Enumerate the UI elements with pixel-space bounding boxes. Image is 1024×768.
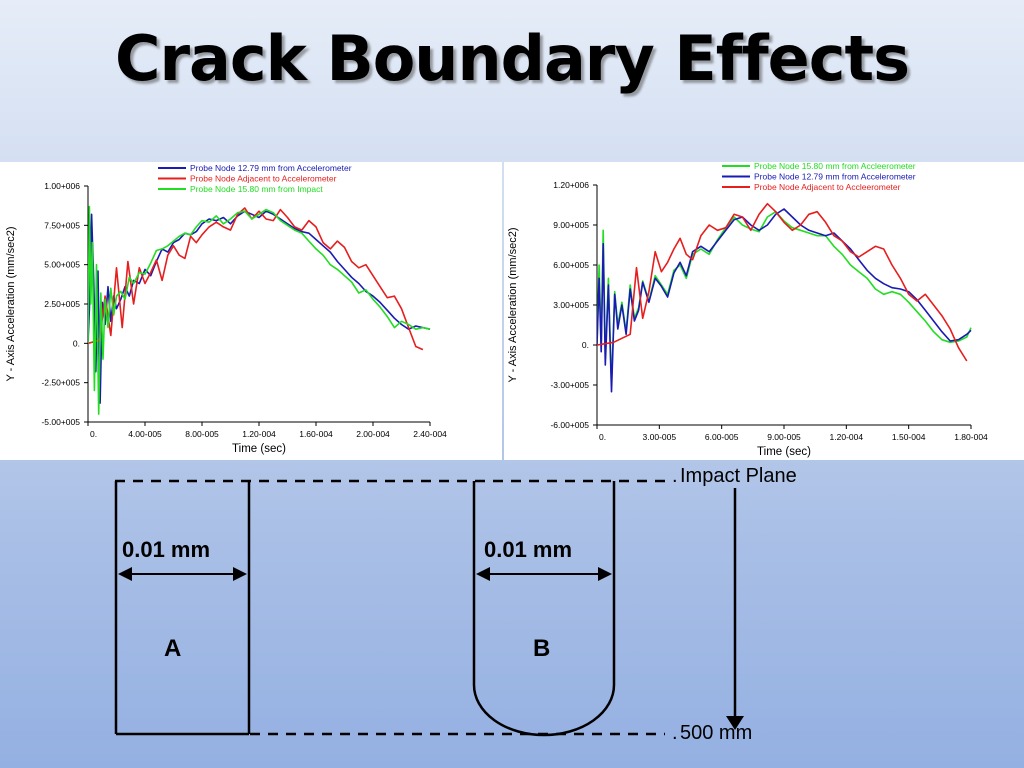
chart-0-series-group xyxy=(88,205,431,415)
chart-0-x-tick-label: 1.20-004 xyxy=(242,429,276,439)
chart-1-y-tick-label: -3.00+005 xyxy=(550,380,589,390)
shape-b-label: B xyxy=(533,635,550,662)
chart-1-legend-label-green: Probe Node 15.80 mm from Accleerometer xyxy=(754,162,916,171)
chart-0-y-axis-label: Y - Axis Acceleration (mm/sec2) xyxy=(5,226,17,381)
chart-0-x-tick-label: 4.00-005 xyxy=(128,429,162,439)
width-arrow-a-left-head xyxy=(118,567,132,581)
chart-panel-left: 1.00+006 7.50+005 5.00+005 2.50+005 0. -2.50+… xyxy=(0,162,502,460)
chart-0-series-line-red xyxy=(88,207,424,351)
chart-panel-right: 1.20+006 9.00+005 6.00+005 3.00+005 0. -3.00+… xyxy=(504,161,1024,460)
chart-1-y-tick-label: 9.00+005 xyxy=(553,220,589,230)
chart-1-x-tick-label: 6.00-005 xyxy=(705,432,739,442)
chart-1-series-line-red xyxy=(597,202,968,362)
chart-1-x-tick-label: 1.20-004 xyxy=(830,432,864,442)
depth-label-dot: . xyxy=(672,722,678,744)
chart-0-legend-label-red: Probe Node Adjacent to Accelerometer xyxy=(190,174,337,184)
chart-1-series-line-blue xyxy=(597,208,972,393)
chart-0-x-tick-label: 1.60-004 xyxy=(299,429,333,439)
crack-diagram: 0.01 mm 0.01 mm A B . Impact Plane . 500… xyxy=(114,465,797,744)
width-label-a: 0.01 mm xyxy=(122,537,210,562)
width-arrow-b-right-head xyxy=(598,567,612,581)
chart-0-y-tick-label: -2.50+005 xyxy=(41,378,80,388)
shape-a-label: A xyxy=(164,635,181,662)
chart-0-y-tick-label: 5.00+005 xyxy=(44,260,80,270)
chart-1-y-axis-label: Y - Axis Acceleration (mm/sec2) xyxy=(507,227,519,382)
chart-1-y-tick-label: -6.00+005 xyxy=(550,420,589,430)
chart-0-x-tick-label: 2.40-004 xyxy=(413,429,447,439)
chart-left: 1.00+006 7.50+005 5.00+005 2.50+005 0. -2.50+… xyxy=(5,163,447,455)
chart-1-y-tick-label: 6.00+005 xyxy=(553,260,589,270)
chart-1-y-tick-label: 3.00+005 xyxy=(553,300,589,310)
chart-0-series-line-green xyxy=(88,205,431,415)
chart-1-y-tick-label: 0. xyxy=(582,340,589,350)
shape-b-outline xyxy=(472,481,616,737)
chart-1-legend-label-blue: Probe Node 12.79 mm from Accelerometer xyxy=(754,172,916,182)
chart-0-x-tick-label: 0. xyxy=(90,429,97,439)
chart-0-y-tick-label: 1.00+006 xyxy=(44,181,80,191)
width-label-b: 0.01 mm xyxy=(484,537,572,562)
chart-0-legend-label-green: Probe Node 15.80 mm from Impact xyxy=(190,184,323,194)
impact-plane-label: Impact Plane xyxy=(680,465,797,487)
chart-0-x-tick-label: 2.00-004 xyxy=(356,429,390,439)
depth-arrow-head xyxy=(726,716,744,730)
chart-0-y-tick-label: 7.50+005 xyxy=(44,220,80,230)
chart-1-x-tick-label: 3.00-005 xyxy=(643,432,677,442)
chart-0-series-line-blue xyxy=(88,210,431,404)
chart-0-y-tick-label: -5.00+005 xyxy=(41,417,80,427)
chart-right: 1.20+006 9.00+005 6.00+005 3.00+005 0. -3.00+… xyxy=(507,161,988,458)
chart-1-x-tick-label: 0. xyxy=(599,432,606,442)
slide-title: Crack Boundary Effects xyxy=(114,22,910,95)
chart-0-y-tick-label: 0. xyxy=(73,338,80,348)
chart-0-x-tick-label: 8.00-005 xyxy=(185,429,219,439)
chart-1-legend-label-red: Probe Node Adjacent to Accleerometer xyxy=(754,182,901,192)
chart-0-y-tick-label: 2.50+005 xyxy=(44,299,80,309)
chart-0-legend-label-blue: Probe Node 12.79 mm from Accelerometer xyxy=(190,163,352,173)
impact-plane-dot: . xyxy=(672,465,678,487)
chart-1-x-tick-label: 1.50-004 xyxy=(892,432,926,442)
width-arrow-a-right-head xyxy=(233,567,247,581)
chart-1-x-tick-label: 1.80-004 xyxy=(954,432,988,442)
chart-1-y-tick-label: 1.20+006 xyxy=(553,180,589,190)
depth-label: 500 mm xyxy=(680,722,752,744)
width-arrow-b-left-head xyxy=(476,567,490,581)
chart-1-x-axis-label: Time (sec) xyxy=(757,446,811,458)
chart-1-series-group xyxy=(597,202,972,393)
chart-0-x-axis-label: Time (sec) xyxy=(232,443,286,455)
chart-1-x-tick-label: 9.00-005 xyxy=(767,432,801,442)
